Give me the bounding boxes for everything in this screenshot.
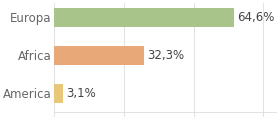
Text: 32,3%: 32,3% — [147, 49, 184, 62]
Bar — [54, 84, 63, 103]
Text: 64,6%: 64,6% — [237, 11, 274, 24]
Bar — [54, 46, 144, 65]
Bar — [54, 8, 234, 27]
Text: 3,1%: 3,1% — [66, 87, 95, 100]
